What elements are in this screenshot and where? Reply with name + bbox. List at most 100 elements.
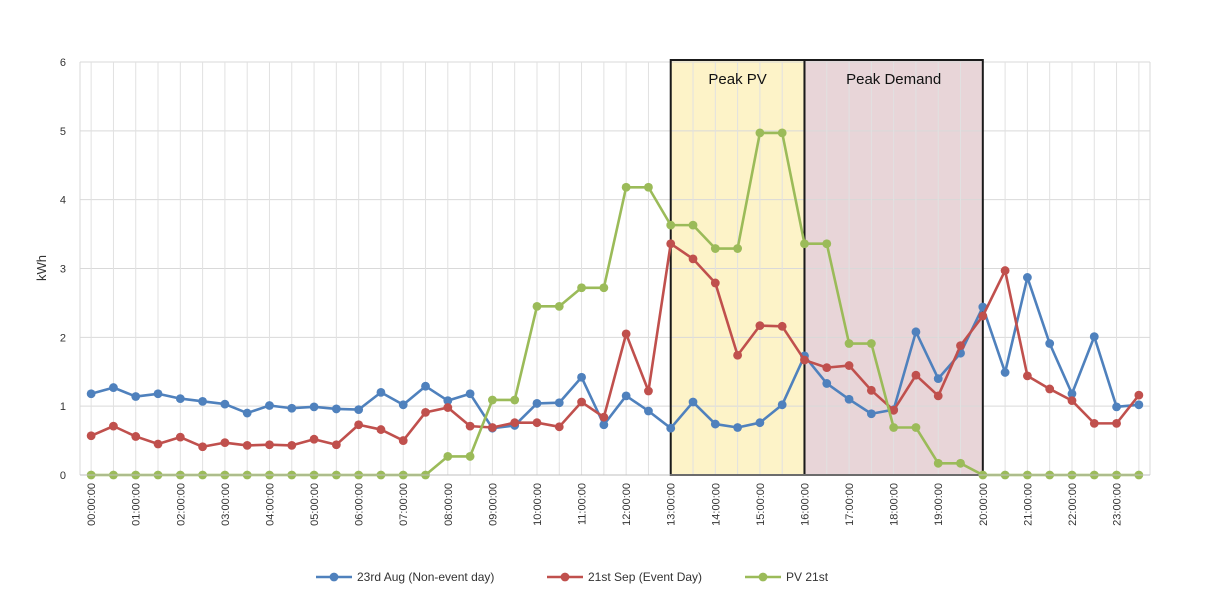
data-point: [621, 182, 631, 192]
data-point: [844, 339, 854, 348]
x-tick-label: 23:00:00: [1112, 483, 1124, 526]
data-point: [577, 283, 586, 293]
data-point: [153, 439, 163, 449]
data-point: [688, 254, 698, 264]
data-point: [599, 412, 609, 422]
legend-label: 23rd Aug (Non-event day): [357, 570, 494, 584]
data-point: [265, 440, 274, 450]
data-point: [331, 440, 341, 450]
data-point: [800, 239, 809, 249]
y-tick-label: 0: [60, 470, 66, 482]
data-point: [443, 396, 453, 406]
data-point: [1089, 332, 1099, 342]
y-tick-label: 5: [60, 126, 66, 138]
data-point: [733, 350, 743, 360]
data-point: [978, 311, 988, 321]
data-point: [577, 372, 586, 382]
region-label: Peak PV: [708, 71, 766, 88]
data-point: [1045, 339, 1055, 348]
axes: kWh 0 1 2 3 4 5 6 00:00:00 01:00:00 02:00:00 03:00…: [34, 57, 1150, 526]
legend-label: PV 21st: [786, 570, 829, 584]
data-point: [1134, 400, 1144, 410]
data-point: [554, 422, 564, 432]
x-tick-label: 07:00:00: [398, 483, 410, 526]
data-point: [666, 220, 676, 230]
x-tick-label: 11:00:00: [577, 483, 589, 525]
data-point: [331, 404, 341, 414]
data-point: [755, 418, 765, 428]
data-point: [933, 458, 943, 468]
data-point: [777, 400, 787, 410]
data-point: [265, 401, 274, 410]
data-point: [421, 381, 430, 391]
data-point: [956, 458, 965, 468]
data-point: [1022, 273, 1032, 282]
data-point: [688, 397, 698, 407]
data-point: [1045, 384, 1055, 394]
data-point: [844, 394, 854, 404]
data-point: [398, 400, 408, 410]
data-point: [733, 244, 743, 253]
data-point: [933, 391, 943, 401]
data-point: [465, 452, 475, 461]
legend-marker: [758, 572, 768, 582]
x-tick-label: 02:00:00: [175, 483, 187, 526]
x-tick-label: 15:00:00: [755, 483, 767, 526]
data-point: [866, 385, 876, 395]
data-point: [287, 441, 297, 450]
data-point: [1022, 371, 1032, 381]
data-point: [599, 420, 609, 430]
data-point: [554, 301, 564, 311]
data-point: [465, 389, 475, 399]
data-point: [956, 341, 965, 350]
data-point: [666, 423, 676, 433]
x-tick-label: 04:00:00: [264, 483, 276, 526]
x-tick-label: 06:00:00: [354, 483, 366, 526]
data-point: [710, 419, 720, 429]
data-point: [131, 432, 141, 441]
y-tick-label: 2: [60, 332, 66, 344]
data-point: [153, 389, 163, 399]
data-point: [175, 394, 185, 403]
data-point: [198, 396, 208, 406]
x-tick-label: 14:00:00: [710, 483, 722, 526]
data-point: [532, 418, 542, 428]
x-tick-label: 10:00:00: [532, 483, 544, 526]
data-point: [577, 397, 586, 407]
data-point: [398, 436, 408, 445]
data-point: [198, 442, 208, 452]
data-point: [86, 389, 96, 399]
legend-marker: [560, 572, 570, 582]
data-point: [242, 408, 252, 418]
data-point: [354, 420, 364, 430]
legend: 23rd Aug (Non-event day) 21st Sep (Event …: [316, 570, 829, 584]
data-point: [109, 383, 118, 392]
y-axis-title: kWh: [34, 255, 49, 281]
data-point: [1134, 390, 1144, 400]
x-tick-label: 01:00:00: [131, 483, 143, 526]
y-tick-label: 3: [60, 264, 66, 276]
data-point: [688, 220, 698, 230]
data-point: [487, 423, 497, 432]
data-point: [1000, 368, 1010, 377]
data-point: [755, 321, 765, 331]
x-tick-label: 21:00:00: [1022, 483, 1034, 526]
data-point: [532, 399, 542, 408]
x-tick-label: 19:00:00: [933, 483, 945, 526]
data-point: [666, 239, 676, 249]
data-point: [621, 329, 631, 339]
data-point: [554, 398, 564, 408]
data-point: [1112, 418, 1121, 428]
data-point: [755, 128, 765, 138]
data-point: [532, 301, 542, 311]
data-point: [376, 425, 386, 434]
data-point: [287, 403, 297, 413]
data-point: [242, 441, 252, 450]
y-tick-label: 4: [60, 195, 66, 207]
data-point: [220, 399, 230, 409]
data-point: [443, 452, 453, 461]
data-point: [710, 244, 720, 253]
data-point: [1112, 402, 1121, 412]
